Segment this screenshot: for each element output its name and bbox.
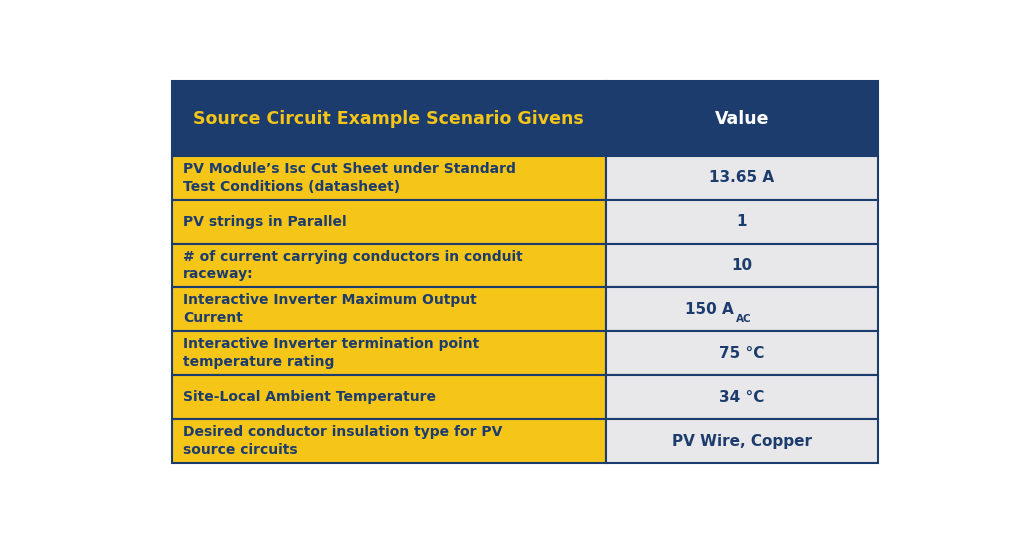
Bar [606,419,878,463]
Text: Interactive Inverter termination point
temperature rating: Interactive Inverter termination point t… [182,337,479,369]
Bar [172,244,606,287]
Text: 75 °C: 75 °C [719,346,765,361]
Bar [172,287,606,331]
Text: Value: Value [715,109,769,128]
Text: Source Circuit Example Scenario Givens: Source Circuit Example Scenario Givens [194,109,585,128]
Bar [606,244,878,287]
Text: PV Wire, Copper: PV Wire, Copper [672,434,812,448]
Text: # of current carrying conductors in conduit
raceway:: # of current carrying conductors in cond… [182,250,522,281]
Bar [172,375,606,419]
Text: 34 °C: 34 °C [719,390,765,405]
Bar [606,199,878,244]
Bar [606,156,878,199]
Text: 1: 1 [736,214,748,229]
Text: 13.65 A: 13.65 A [710,170,774,185]
Bar [606,81,878,156]
Bar [606,287,878,331]
Bar [172,81,606,156]
Bar [606,375,878,419]
Bar [172,156,606,199]
Text: 150 A: 150 A [685,302,734,317]
Text: PV Module’s Isc Cut Sheet under Standard
Test Conditions (datasheet): PV Module’s Isc Cut Sheet under Standard… [182,162,516,194]
Text: 10: 10 [731,258,753,273]
Text: Desired conductor insulation type for PV
source circuits: Desired conductor insulation type for PV… [182,425,502,457]
Bar [606,331,878,375]
Text: PV strings in Parallel: PV strings in Parallel [182,215,346,229]
Text: Site-Local Ambient Temperature: Site-Local Ambient Temperature [182,390,436,404]
Bar [172,331,606,375]
Bar [172,199,606,244]
Text: Interactive Inverter Maximum Output
Current: Interactive Inverter Maximum Output Curr… [182,294,476,326]
Bar [172,419,606,463]
Text: AC: AC [735,314,752,323]
